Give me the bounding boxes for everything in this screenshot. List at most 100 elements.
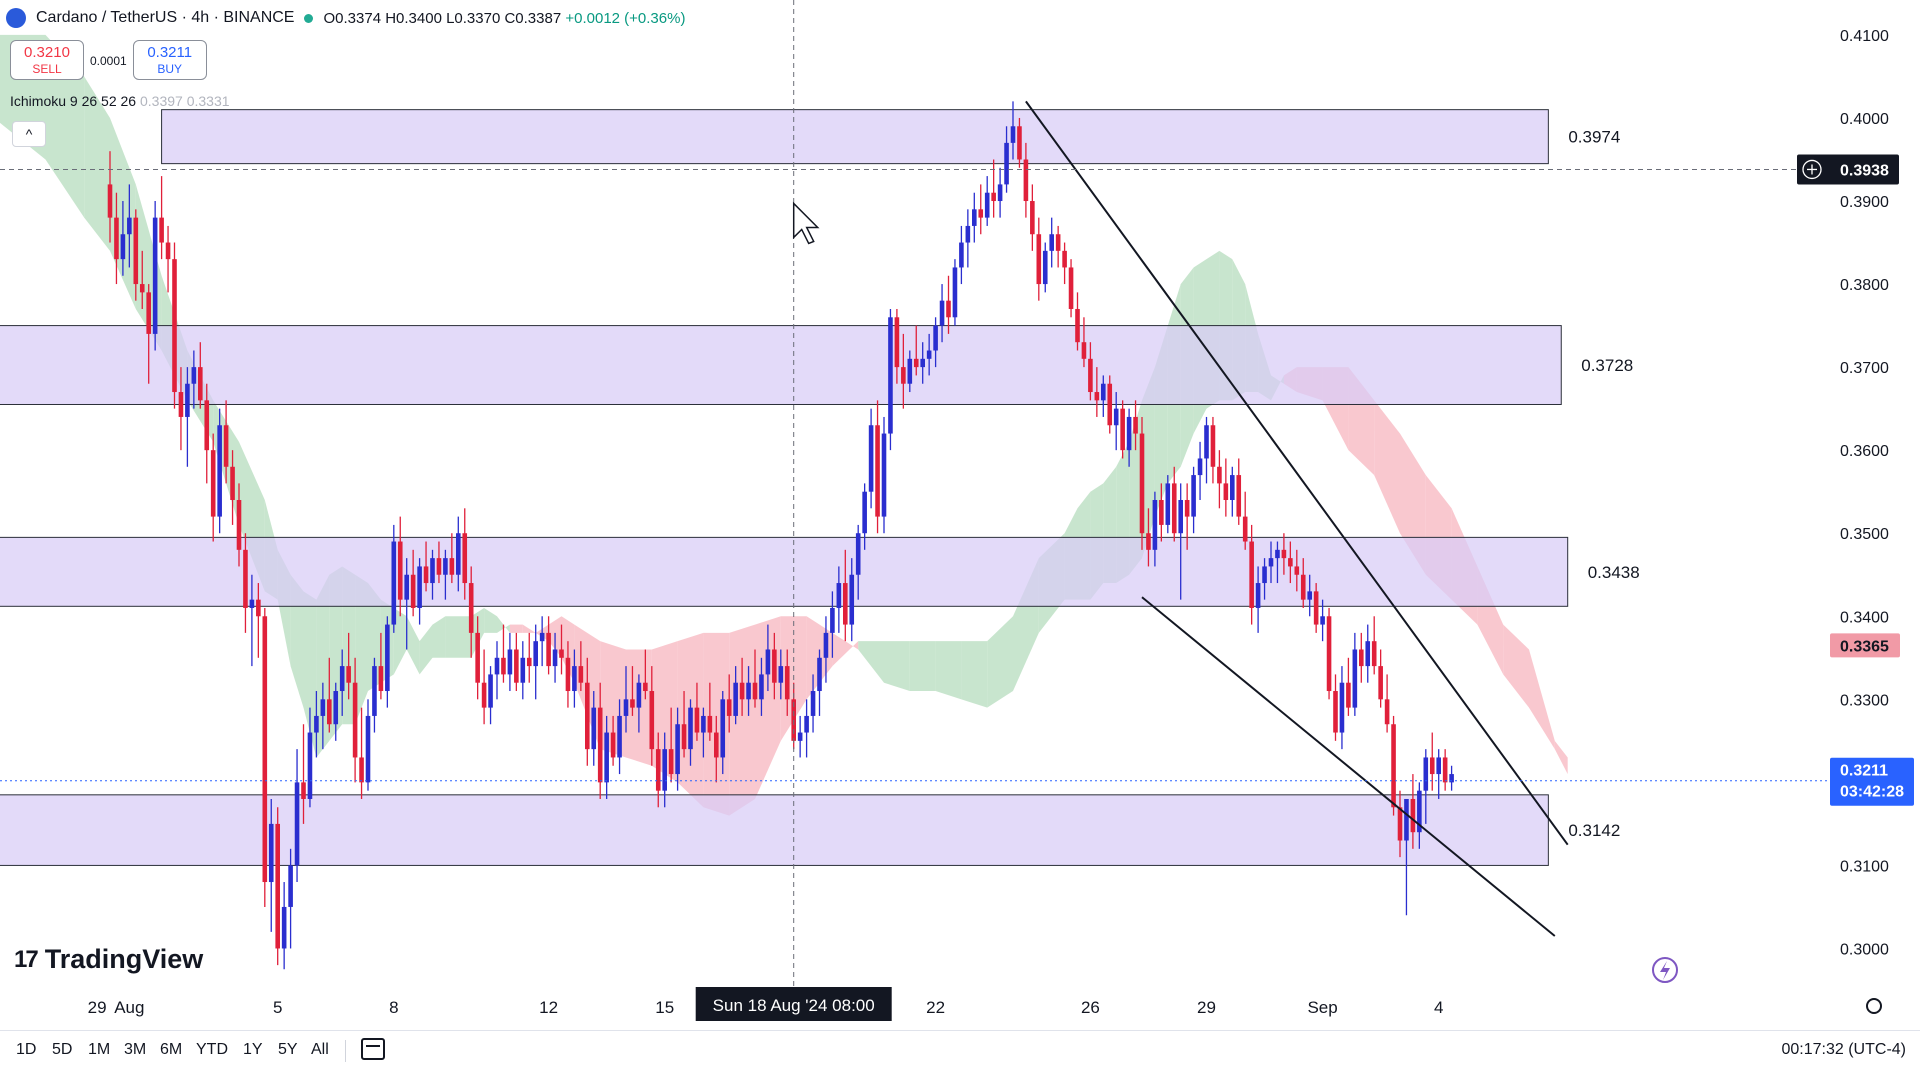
candle-body xyxy=(1397,807,1403,841)
crosshair-time-tag xyxy=(695,987,892,1021)
collapse-legend-button[interactable]: ^ xyxy=(12,121,46,147)
candle-body xyxy=(1049,234,1054,251)
range-button-ytd[interactable]: YTD xyxy=(196,1041,228,1058)
bottom-toolbar xyxy=(0,1030,1920,1081)
candle-body xyxy=(1281,549,1287,559)
price-tick-label: 0.4100 xyxy=(1840,28,1889,45)
candle-body xyxy=(1249,541,1254,608)
candle-body xyxy=(623,699,629,716)
candle-body xyxy=(475,632,480,683)
cloud-segment xyxy=(858,641,884,683)
candle-body xyxy=(346,666,351,683)
time-tick-label: 26 xyxy=(1081,998,1100,1017)
candle-body xyxy=(456,533,461,575)
symbol-title[interactable]: Cardano / TetherUS · 4h · BINANCE xyxy=(36,9,295,26)
candle-body xyxy=(1320,616,1325,625)
range-button-1y[interactable]: 1Y xyxy=(243,1041,263,1058)
candle-body xyxy=(507,649,513,675)
range-button-5y[interactable]: 5Y xyxy=(278,1041,298,1058)
candle-body xyxy=(1423,757,1429,791)
time-tick-label: 15 xyxy=(655,998,674,1017)
candle-body xyxy=(1313,591,1319,625)
candle-body xyxy=(152,217,158,334)
time-tick-label: 22 xyxy=(926,998,945,1017)
candle-body xyxy=(688,707,693,750)
zone-box xyxy=(0,536,1569,607)
lightning-icon xyxy=(1652,957,1678,983)
candle-body xyxy=(1352,649,1358,708)
timezone-clock[interactable]: 00:17:32 (UTC-4) xyxy=(1781,1041,1907,1058)
cloud-segment xyxy=(84,76,110,251)
cloud-segment xyxy=(1129,400,1142,575)
candle-body xyxy=(430,558,435,584)
candle-body xyxy=(972,209,977,226)
spread-value: 0.0001 xyxy=(90,54,127,68)
candle-body xyxy=(520,657,526,683)
candle-body xyxy=(236,500,242,550)
buy-button[interactable]: 0.3211 BUY xyxy=(132,40,207,80)
candle-body xyxy=(1055,234,1061,251)
candle-body xyxy=(552,649,558,667)
range-button-1d[interactable]: 1D xyxy=(16,1041,37,1058)
time-tick-label: 5 xyxy=(273,998,282,1017)
time-tick-label: 12 xyxy=(539,998,558,1017)
candle-body xyxy=(855,533,861,575)
candle-body xyxy=(436,558,442,575)
trendline xyxy=(1025,100,1569,846)
candle-body xyxy=(243,549,248,608)
cloud-segment xyxy=(1374,400,1400,534)
candle-body xyxy=(720,699,726,758)
candle-body xyxy=(597,707,603,783)
indicator-legend[interactable]: Ichimoku 9 26 52 26 0.3397 0.3331 xyxy=(10,93,230,109)
cloud-segment xyxy=(1554,740,1568,775)
cloud-segment xyxy=(909,641,936,692)
candle-body xyxy=(146,292,151,334)
range-button-6m[interactable]: 6M xyxy=(160,1041,183,1058)
candle-body xyxy=(694,707,700,733)
candle-body xyxy=(107,184,113,218)
candle-body xyxy=(1410,798,1416,833)
range-button-all[interactable]: All xyxy=(311,1041,329,1058)
range-button-5d[interactable]: 5D xyxy=(52,1041,73,1058)
candle-body xyxy=(604,732,609,783)
candle-body xyxy=(804,715,809,733)
candle-body xyxy=(501,657,506,675)
crosshair-time-label: Sun 18 Aug '24 08:00 xyxy=(713,996,875,1015)
candle-body xyxy=(1294,566,1300,575)
cloud-segment xyxy=(987,616,1013,708)
candle-body xyxy=(526,657,532,667)
candle-body xyxy=(862,491,867,534)
candle-body xyxy=(1204,425,1209,459)
sell-button[interactable]: 0.3210 SELL xyxy=(10,40,84,80)
candle-body xyxy=(1139,433,1145,534)
candle-body xyxy=(1429,757,1435,775)
toolbar-divider xyxy=(345,1040,346,1062)
calendar-icon[interactable] xyxy=(361,1038,385,1060)
candle-body xyxy=(339,666,345,692)
candle-body xyxy=(1197,458,1203,476)
candle-body xyxy=(443,558,448,575)
cloud-segment xyxy=(832,632,859,667)
candle-body xyxy=(701,715,706,733)
cloud-segment xyxy=(445,616,472,658)
candle-body xyxy=(1004,142,1009,185)
candle-body xyxy=(1242,516,1248,542)
cloud-segment xyxy=(406,616,420,675)
time-tick-label: Sep xyxy=(1307,998,1337,1017)
candle-body xyxy=(707,715,713,733)
candle-body xyxy=(836,583,842,608)
candle-body xyxy=(1133,416,1138,434)
range-button-3m[interactable]: 3M xyxy=(124,1041,147,1058)
mouse-cursor-icon xyxy=(792,201,820,245)
support-resistance-zones: 0.3974 0.3728 0.3438 0.3142 xyxy=(0,109,1640,866)
time-axis: 29 Aug 5 8 12 15 22 26 29 Sep 4 Sun 18 Aug '24 08:0… xyxy=(88,957,1882,1021)
crosshair-price-tag xyxy=(1797,154,1899,185)
candle-body xyxy=(888,317,893,434)
cloud-segment xyxy=(484,607,497,633)
candle-body xyxy=(275,823,280,949)
candle-body xyxy=(1075,308,1080,343)
cloud-segment xyxy=(45,34,85,218)
range-button-1m[interactable]: 1M xyxy=(88,1041,111,1058)
candle-body xyxy=(410,574,416,608)
